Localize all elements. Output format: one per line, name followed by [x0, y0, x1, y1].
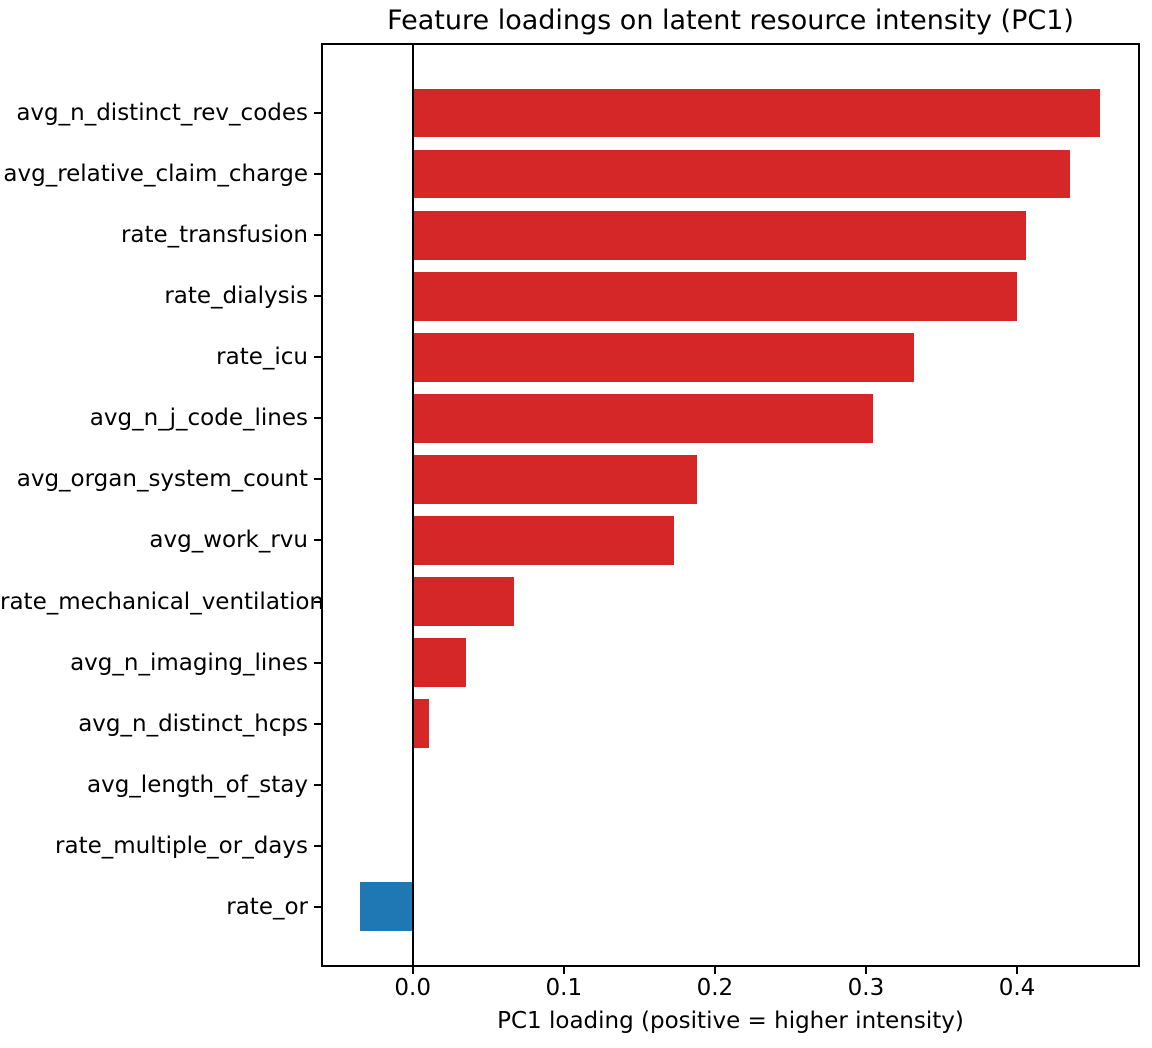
y-axis-tick-label: avg_n_j_code_lines: [89, 405, 308, 432]
bar-rate_mechanical_ventilation: [412, 577, 514, 626]
y-axis-tick-label: avg_n_distinct_hcps: [78, 710, 308, 737]
y-axis-tick-label: rate_dialysis: [164, 283, 308, 310]
bar-rate_transfusion: [412, 210, 1027, 260]
y-axis-tick: [314, 356, 321, 359]
bar-rate_or: [359, 882, 413, 932]
x-axis-tick: [713, 967, 716, 974]
bar-rate_dialysis: [412, 271, 1017, 321]
bar-avg_work_rvu: [412, 516, 675, 565]
y-axis-tick: [314, 600, 321, 603]
y-axis-tick: [314, 112, 321, 114]
y-axis-tick: [314, 783, 321, 786]
x-axis-tick: [1015, 967, 1018, 974]
x-axis-label: PC1 loading (positive = higher intensity…: [497, 1008, 964, 1034]
y-axis-tick-label: rate_multiple_or_days: [55, 832, 308, 859]
bar-avg_n_j_code_lines: [412, 393, 874, 443]
y-axis-tick: [314, 234, 321, 237]
x-axis-tick-label: 0.0: [394, 975, 431, 1001]
y-axis-tick: [314, 661, 321, 664]
plot-area: [314, 43, 1140, 974]
zero-line: [411, 45, 414, 965]
y-axis-tick-label: avg_organ_system_count: [16, 466, 308, 493]
x-axis-tick-label: 0.1: [545, 975, 583, 1001]
y-axis-tick-label: rate_transfusion: [120, 222, 308, 249]
y-axis-tick: [314, 173, 321, 176]
bar-avg_organ_system_count: [412, 455, 697, 504]
x-axis-tick-label: 0.3: [847, 975, 885, 1001]
x-axis-tick: [562, 967, 565, 974]
bar-rate_icu: [412, 332, 915, 382]
y-axis-tick: [314, 478, 321, 481]
x-axis-tick-label: 0.4: [998, 975, 1036, 1001]
y-axis-tick-label: rate_icu: [216, 344, 308, 371]
y-axis-tick: [314, 417, 321, 420]
chart-title: Feature loadings on latent resource inte…: [387, 5, 1074, 36]
x-axis-tick-label: 0.2: [696, 975, 734, 1001]
y-axis-tick: [314, 295, 321, 298]
y-axis-tick-label: avg_work_rvu: [149, 527, 308, 554]
bar-avg_n_distinct_hcps: [412, 699, 430, 749]
x-axis-tick: [864, 967, 867, 974]
y-axis-tick-label: avg_n_distinct_rev_codes: [16, 100, 308, 126]
y-axis-tick: [314, 905, 321, 908]
bar-avg_relative_claim_charge: [412, 149, 1070, 199]
bar-avg_n_distinct_rev_codes: [412, 88, 1101, 138]
y-axis-tick: [314, 539, 321, 542]
bar-avg_n_imaging_lines: [412, 638, 466, 687]
x-axis-tick: [411, 967, 414, 974]
y-axis-tick-label: avg_length_of_stay: [87, 771, 308, 798]
y-axis-tick-label: rate_mechanical_ventilation: [0, 588, 324, 615]
y-axis-tick-label: avg_n_imaging_lines: [70, 649, 308, 676]
y-axis-tick: [314, 722, 321, 725]
y-axis-tick-label: avg_relative_claim_charge: [3, 161, 308, 188]
y-axis-tick: [314, 844, 321, 847]
y-axis-tick-label: rate_or: [226, 893, 308, 920]
